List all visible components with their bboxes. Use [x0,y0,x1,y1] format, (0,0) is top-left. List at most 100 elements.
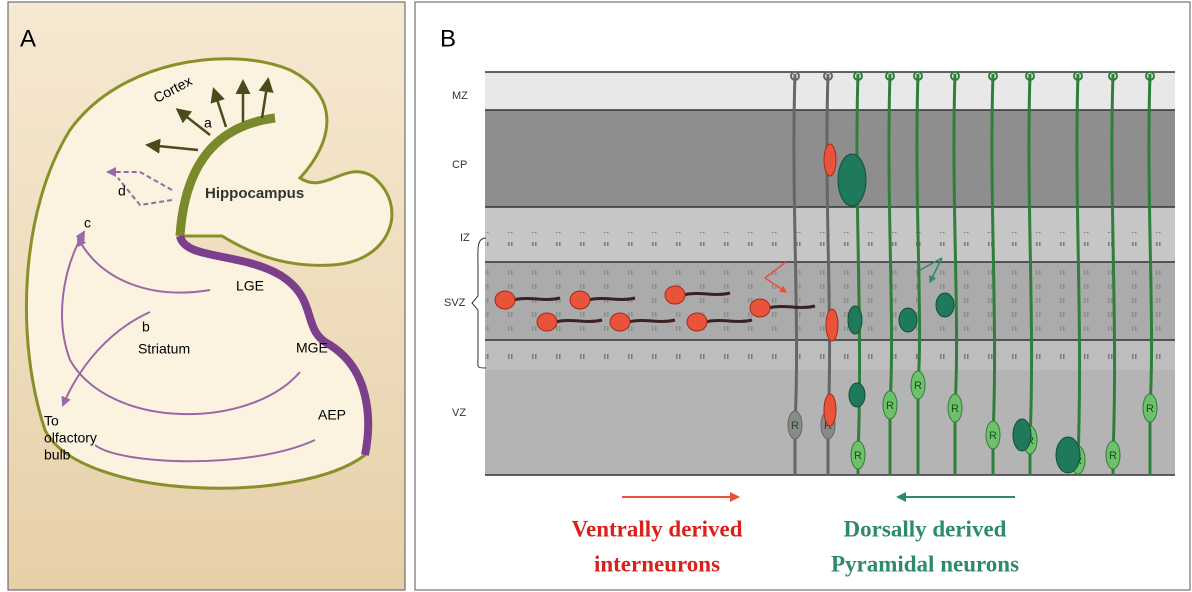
svz-brace [471,237,487,369]
arrow [175,108,211,136]
cell-letter: R [1109,450,1117,462]
pyramidal-cell [898,307,918,333]
pyramidal-cell [847,305,863,335]
caption: Dorsally derived [844,516,1007,541]
pyramidal-cell [848,382,866,408]
panel-a: A Cortex a Hippocampus d c LGE b Striatu… [7,1,406,591]
interneuron-process [587,296,636,302]
glia-soma [850,440,866,470]
label: MGE [296,340,328,356]
interneuron [664,285,686,305]
path-striatum [61,311,151,407]
ventral-vz [176,234,373,456]
label: Hippocampus [205,185,304,202]
interneuron [823,393,837,427]
arrow [145,138,199,154]
fibre-endfoot [1108,71,1118,81]
fibre-endfoot [1073,71,1083,81]
fibre [1027,73,1034,475]
interneuron-process [682,291,731,297]
interneurons [494,143,839,427]
cell-letter: R [886,400,894,412]
fibre [792,73,799,475]
arrow [258,77,274,119]
radial-arrows [145,77,274,154]
label: AEP [318,407,346,423]
fibre [952,73,959,475]
pyramidal-cell [1012,418,1032,452]
pyramidal-cell [837,153,867,207]
panel-label: B [440,25,456,52]
interneuron-process [767,304,816,310]
cell-letter: R [1146,403,1154,415]
glia-soma [882,390,898,420]
fibre-endfoot [885,71,895,81]
fibre-endfoot [823,71,833,81]
glia-soma [910,370,926,400]
fibre-endfoot [1025,71,1035,81]
arrow [210,87,228,128]
glia-soma [787,410,803,440]
pyramidal-cell [935,292,955,318]
fibre [990,73,997,475]
panel-label: A [20,25,36,52]
glia-soma [947,393,963,423]
cell-letter: R [914,380,922,392]
fibre [1147,73,1154,475]
glia-soma [985,420,1001,450]
fibre-endfoot [988,71,998,81]
label: bulb [44,447,71,463]
interneuron-process [554,318,603,324]
zone-band [485,72,1175,110]
cell-letter: R [791,420,799,432]
caption: interneurons [594,551,720,576]
glia-soma [1142,393,1158,423]
caption: Pyramidal neurons [831,551,1019,576]
interneuron [569,290,591,310]
label: To [44,413,59,429]
fibre-endfoot [913,71,923,81]
path-aep [94,439,316,463]
cell-letter: R [951,403,959,415]
pyramidal-cell [1055,436,1081,474]
fibre-endfoot [790,71,800,81]
interneuron [536,312,558,332]
interneuron [749,298,771,318]
migration-paths [61,230,316,463]
zone-lines [485,71,1175,476]
cell-letter: R [854,450,862,462]
fibre-endfoot [950,71,960,81]
fibre [1110,73,1117,475]
dots [485,232,1175,246]
interneuron [825,308,839,342]
interneuron-process [512,296,561,302]
branch-arrow [919,257,943,282]
tangential-dashed [108,172,173,207]
path-mge [61,230,301,415]
interneuron [686,312,708,332]
label: a [204,115,212,131]
fibre-endfoot [1145,71,1155,81]
interneuron [823,143,837,177]
zone-label: IZ [460,232,470,244]
caption: Ventrally derived [572,516,743,541]
fibre [887,73,894,475]
label: LGE [236,278,264,294]
path-lge [77,236,211,294]
fibre [915,73,922,475]
zone-label: VZ [452,407,466,419]
interneuron-process [627,318,676,324]
interneuron [494,290,516,310]
label: olfactory [44,430,97,446]
label: Striatum [138,341,190,357]
panel-b: MZ CP IZ SVZ VZ RRRRRRRRRRR Ventrally de… [414,1,1191,591]
branch-arrow [764,261,786,292]
fibre [1075,73,1082,475]
cell-letter: R [989,430,997,442]
cortical-vz [175,113,276,237]
label: c [84,215,91,231]
zone-label: CP [452,159,467,171]
